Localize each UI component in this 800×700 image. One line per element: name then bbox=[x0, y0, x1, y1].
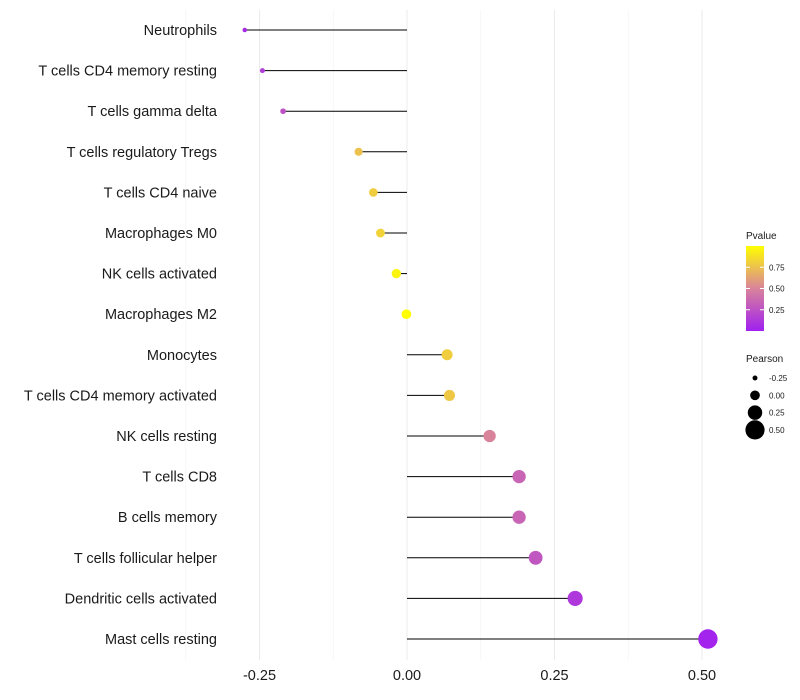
data-point bbox=[369, 188, 378, 197]
category-label: T cells CD4 naive bbox=[104, 185, 217, 201]
data-point bbox=[567, 590, 583, 606]
category-label: T cells CD8 bbox=[142, 470, 217, 486]
data-point bbox=[391, 268, 402, 279]
category-label: Mast cells resting bbox=[105, 632, 217, 648]
data-point bbox=[441, 349, 453, 361]
colorbar-label: 0.25 bbox=[769, 306, 785, 315]
category-label: Macrophages M0 bbox=[105, 226, 217, 242]
size-key-label: -0.25 bbox=[769, 374, 788, 383]
data-point bbox=[242, 27, 247, 33]
category-label: B cells memory bbox=[118, 510, 218, 526]
x-axis-ticks: -0.25 0.00 0.25 0.50 bbox=[243, 668, 716, 684]
x-tick-label: 0.00 bbox=[393, 668, 421, 684]
data-point bbox=[259, 68, 265, 74]
data-point bbox=[280, 108, 286, 115]
category-label: Macrophages M2 bbox=[105, 307, 217, 323]
category-label: Dendritic cells activated bbox=[65, 591, 217, 607]
data-point bbox=[512, 510, 526, 524]
size-key-label: 0.00 bbox=[769, 391, 785, 400]
size-key-dot bbox=[752, 375, 758, 381]
category-label: T cells gamma delta bbox=[88, 104, 218, 120]
colorbar-label: 0.50 bbox=[769, 285, 785, 294]
pearson-legend: Pearson -0.25 0.00 0.25 0.50 bbox=[745, 354, 788, 440]
size-key-dot bbox=[747, 405, 763, 420]
size-key-label: 0.50 bbox=[769, 426, 785, 435]
x-tick-label: -0.25 bbox=[243, 668, 276, 684]
pearson-legend-title: Pearson bbox=[746, 354, 783, 365]
category-label: Monocytes bbox=[147, 348, 217, 364]
size-key-dot bbox=[745, 420, 765, 440]
x-tick-label: 0.50 bbox=[688, 668, 716, 684]
lollipop-stems bbox=[244, 29, 708, 640]
pvalue-legend: Pvalue 0.75 0.50 0.25 bbox=[746, 231, 785, 331]
pvalue-legend-title: Pvalue bbox=[746, 231, 777, 242]
category-label: Neutrophils bbox=[144, 23, 217, 39]
category-label: T cells follicular helper bbox=[74, 551, 217, 567]
grid-lines bbox=[185, 10, 703, 660]
category-labels: Neutrophils T cells CD4 memory resting T c… bbox=[24, 23, 218, 648]
data-point bbox=[698, 629, 718, 649]
data-point bbox=[401, 309, 412, 320]
size-key-label: 0.25 bbox=[769, 409, 785, 418]
category-label: T cells CD4 memory activated bbox=[24, 388, 217, 404]
colorbar-label: 0.75 bbox=[769, 263, 785, 272]
data-point bbox=[354, 147, 363, 156]
size-key-dot bbox=[750, 390, 760, 401]
data-point bbox=[512, 469, 526, 484]
data-point bbox=[483, 429, 496, 443]
data-point bbox=[528, 550, 543, 565]
x-tick-label: 0.25 bbox=[540, 668, 568, 684]
category-label: NK cells activated bbox=[102, 267, 217, 283]
lollipop-points bbox=[242, 27, 718, 649]
category-label: NK cells resting bbox=[116, 429, 217, 445]
category-label: T cells regulatory Tregs bbox=[67, 145, 217, 161]
data-point bbox=[443, 389, 456, 401]
pvalue-colorbar bbox=[746, 246, 764, 331]
category-label: T cells CD4 memory resting bbox=[38, 64, 217, 80]
data-point bbox=[376, 228, 385, 238]
